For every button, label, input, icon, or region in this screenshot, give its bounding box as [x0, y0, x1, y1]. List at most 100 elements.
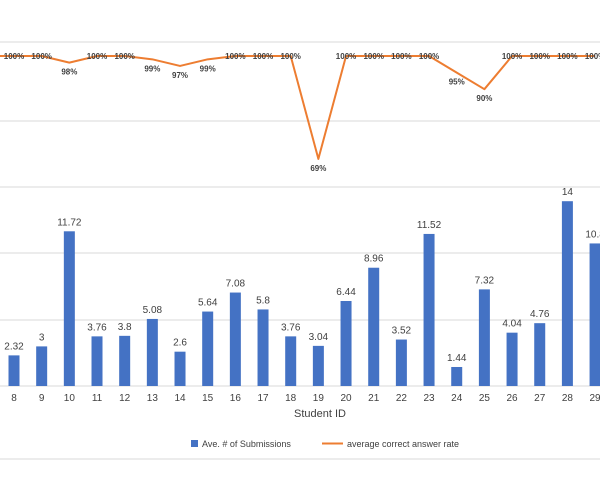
bar-value-label: 3.76 [87, 322, 107, 333]
bar-value-label: 4.76 [530, 309, 550, 320]
bar [368, 267, 380, 386]
bar-value-label: 14 [562, 187, 574, 198]
bar-value-label: 2.32 [4, 341, 24, 352]
line-value-label: 100% [87, 52, 107, 61]
x-tick-label: 22 [396, 393, 408, 404]
x-tick-label: 20 [340, 393, 352, 404]
bar [561, 201, 573, 386]
bar-value-label: 5.64 [198, 298, 218, 309]
bar-value-label: 10.8 [585, 229, 600, 240]
bar-value-label: 4.04 [502, 319, 522, 330]
bar [589, 243, 600, 386]
x-tick-label: 8 [11, 393, 17, 404]
bar [506, 332, 518, 386]
bar-value-labels: 2.32 3 11.72 3.76 3.8 5.08 2.6 5.64 7.08 5.8 3.76 3… [4, 187, 600, 364]
line-value-label: 100% [557, 52, 577, 61]
line-series [0, 55, 596, 160]
x-tick-label: 23 [423, 393, 435, 404]
line-value-label: 100% [225, 52, 245, 61]
x-tick-label: 10 [64, 393, 76, 404]
bar-value-label: 1.44 [447, 353, 467, 364]
bar [91, 336, 103, 386]
bar-value-label: 6.44 [336, 287, 356, 298]
x-tick-label: 9 [39, 393, 45, 404]
bar-value-label: 3.8 [118, 322, 132, 333]
bar-value-label: 7.32 [475, 275, 495, 286]
line-value-label: 99% [144, 64, 160, 73]
line-value-label: 100% [31, 52, 51, 61]
bar [8, 355, 20, 386]
line-value-label: 100% [585, 52, 600, 61]
bar-value-label: 3.76 [281, 322, 301, 333]
x-tick-label: 26 [506, 393, 518, 404]
line-value-label: 99% [200, 64, 216, 73]
x-axis-title: Student ID [294, 408, 346, 420]
line-value-label: 69% [310, 164, 326, 173]
x-tick-label: 11 [92, 393, 103, 404]
line-value-label: 100% [391, 52, 411, 61]
legend-line-label: average correct answer rate [347, 439, 459, 449]
line-value-labels: 100% 100% 98% 100% 100% 99% 97% 99% 100% 100% 100%… [4, 52, 600, 173]
x-tick-label: 27 [534, 393, 546, 404]
legend-bar-swatch [191, 440, 198, 447]
x-tick-label: 12 [119, 393, 131, 404]
bar [119, 335, 131, 386]
bar [36, 346, 48, 386]
x-tick-label: 25 [479, 393, 491, 404]
line-path [14, 55, 596, 160]
bar-value-label: 8.96 [364, 254, 384, 265]
bar [395, 339, 407, 386]
bar [63, 231, 75, 386]
line-value-label: 97% [172, 71, 188, 80]
x-tick-label: 18 [285, 393, 297, 404]
bar-value-label: 3.04 [309, 332, 329, 343]
line-value-label: 90% [476, 94, 492, 103]
bar [340, 300, 352, 386]
bar-value-label: 11.72 [57, 217, 82, 228]
x-tick-label: 21 [368, 393, 380, 404]
bar-value-label: 3 [39, 332, 45, 343]
bar-value-label: 3.52 [392, 326, 412, 337]
line-value-label: 100% [363, 52, 383, 61]
bar [229, 292, 241, 386]
x-tick-label: 13 [147, 393, 159, 404]
bar-value-label: 2.6 [173, 338, 187, 349]
line-value-label: 100% [280, 52, 300, 61]
bar [202, 311, 214, 386]
bar [312, 345, 324, 386]
bar [423, 233, 435, 386]
line-value-label: 100% [114, 52, 134, 61]
bar-value-label: 7.08 [226, 279, 246, 290]
bar [534, 323, 546, 386]
legend: Ave. # of Submissions average correct an… [191, 439, 459, 449]
bar-value-label: 11.52 [417, 220, 442, 231]
x-tick-label: 24 [451, 393, 463, 404]
line-value-label: 100% [502, 52, 522, 61]
bar [146, 318, 158, 386]
bar [174, 351, 186, 386]
x-axis-ticks: 8 9 10 11 12 13 14 15 16 17 18 19 20 21 22 23 24 25 26 27 28… [11, 393, 600, 404]
x-tick-label: 16 [230, 393, 242, 404]
bar [257, 309, 269, 386]
bar-value-label: 5.8 [256, 295, 270, 306]
bar [285, 336, 297, 386]
bar [451, 366, 463, 386]
x-tick-label: 14 [174, 393, 186, 404]
x-tick-label: 15 [202, 393, 214, 404]
x-tick-label: 29 [590, 393, 600, 404]
bar-series [8, 201, 600, 386]
x-tick-label: 28 [562, 393, 574, 404]
line-value-label: 100% [4, 52, 24, 61]
x-tick-label: 19 [313, 393, 325, 404]
line-value-label: 98% [61, 68, 77, 77]
bar-value-label: 5.08 [143, 305, 163, 316]
line-value-label: 100% [253, 52, 273, 61]
x-tick-label: 17 [257, 393, 269, 404]
line-value-label: 100% [336, 52, 356, 61]
bar [478, 289, 490, 386]
legend-bar-label: Ave. # of Submissions [202, 439, 291, 449]
line-value-label: 95% [449, 78, 465, 87]
line-value-label: 100% [419, 52, 439, 61]
line-value-label: 100% [529, 52, 549, 61]
